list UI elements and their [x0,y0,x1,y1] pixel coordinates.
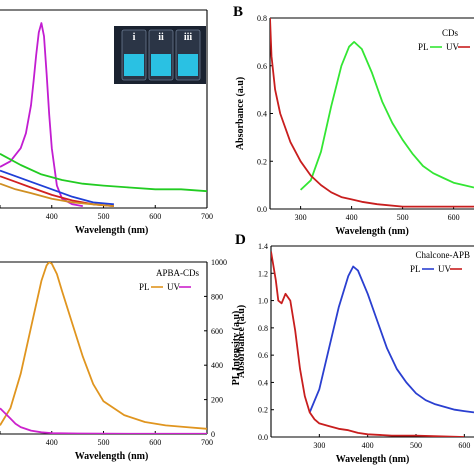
series-group [0,262,207,434]
series-line-2 [0,153,207,193]
y-tick-label: 0.6 [258,351,268,360]
series-line-uv [270,18,474,208]
legend-title: APBA-CDs [156,268,200,278]
legend-label-uv: UV [438,264,451,274]
series-line-uv [271,251,465,437]
y-tick-label: 0.8 [257,14,267,23]
y-tick-label: 0.0 [257,205,267,214]
y-tick-label: 0.8 [258,324,268,333]
y-axis-label: PL Intensity (a.u) [231,311,242,386]
panel-label: B [233,4,243,20]
x-tick-label: 600 [149,438,161,447]
y-tick-label: 0.4 [258,378,268,387]
vial-label-iii: iii [184,32,193,43]
x-axis-label: Wavelength (nm) [335,226,409,237]
legend-label-uv: UV [446,42,459,52]
inset-photo: i ii iii [114,26,206,84]
legend-label-uv: UV [167,282,180,292]
y-tick-label: 400 [211,361,223,370]
y-tick-label: 0.2 [257,157,267,166]
y-axis-label: Absorbance (a.u) [235,77,246,150]
series-line-1 [0,22,83,207]
panel-label: D [235,232,246,248]
legend: Chalcone-APB PL UV [410,250,470,274]
x-tick-label: 400 [46,212,58,221]
legend-label-pl: PL [418,42,429,52]
x-tick-label: 400 [362,441,374,450]
x-tick-label: 400 [46,438,58,447]
x-tick-label: 700 [201,438,213,447]
x-axis-label: Wavelength (nm) [75,225,149,236]
y-tick-label: 0.4 [257,110,267,119]
x-tick-label: 700 [201,212,213,221]
series-group [0,22,207,207]
y-tick-label: 1.2 [258,269,268,278]
x-tick-label: 300 [295,213,307,222]
y-axis-label: Absorbance (a.u) [236,305,247,378]
x-axis-label: Wavelength (nm) [75,451,149,462]
y-tick-label: 600 [211,327,223,336]
y-tick-label: 1.4 [258,242,268,251]
series-line-pl [0,262,207,430]
series-line-pl [308,265,474,414]
vial-glow-1 [124,54,144,76]
vial-glow-3 [178,54,198,76]
series-line-pl [299,41,474,191]
legend-label-pl: PL [410,264,421,274]
vial-label-i: i [133,32,136,43]
y-tick-label: 0 [211,430,215,439]
y-tick-label: 1000 [211,258,227,267]
x-tick-label: 300 [313,441,325,450]
x-tick-label: 600 [448,213,460,222]
series-line-3 [0,169,114,206]
series-line-5 [0,182,114,207]
x-axis-label: Wavelength (nm) [336,454,410,465]
y-tick-label: 0.6 [257,62,267,71]
x-tick-label: 500 [410,441,422,450]
vial-label-ii: ii [158,32,164,43]
chart-panel-2: 300 400 500 600 0.0 0.2 0.4 0.6 0.8 Wavelength (n… [233,4,474,237]
series-group [270,18,474,208]
chart-panel-4: 300 400 500 600 0.0 0.2 0.4 0.6 0.8 1.0 1.2 1.4 Wave… [235,232,474,465]
y-tick-label: 200 [211,396,223,405]
legend-label-pl: PL [139,282,150,292]
legend: APBA-CDs PL UV [139,268,199,292]
x-tick-label: 400 [346,213,358,222]
vial-glow-2 [151,54,171,76]
x-tick-label: 600 [149,212,161,221]
legend-title: CDs [442,28,459,38]
series-line-uv [0,407,207,434]
y-tick-label: 1.0 [258,297,268,306]
legend-title: Chalcone-APB [416,250,471,260]
x-tick-label: 600 [458,441,470,450]
x-tick-label: 500 [397,213,409,222]
y-tick-label: 0.2 [258,406,268,415]
y-tick-label: 800 [211,292,223,301]
x-tick-label: 500 [98,212,110,221]
x-tick-label: 500 [98,438,110,447]
legend: CDs PL UV [418,28,470,52]
series-group [271,251,474,437]
y-tick-label: 0.0 [258,433,268,442]
